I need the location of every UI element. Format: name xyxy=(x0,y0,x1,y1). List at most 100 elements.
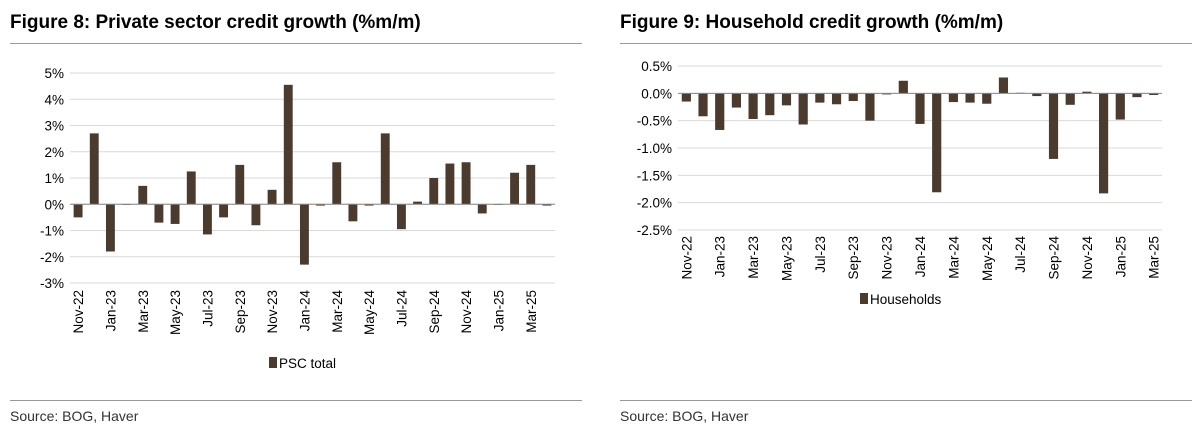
bar xyxy=(1048,93,1059,159)
source-note: Source: BOG, Haver xyxy=(620,408,749,424)
source-rule xyxy=(620,400,1192,401)
bar xyxy=(170,204,180,224)
bar xyxy=(1132,93,1142,98)
y-tick-label: 1% xyxy=(44,171,64,186)
bar xyxy=(698,93,708,117)
bar xyxy=(798,93,808,125)
bar xyxy=(765,93,775,116)
x-tick-label: Nov-23 xyxy=(265,290,280,334)
bar xyxy=(948,93,958,103)
y-tick-label: -3% xyxy=(40,276,64,291)
y-tick-label: -1.5% xyxy=(637,168,672,183)
bar xyxy=(932,93,942,193)
chart-title: Figure 8: Private sector credit growth (… xyxy=(10,12,421,33)
bar xyxy=(865,93,875,121)
x-tick-label: Jan-23 xyxy=(103,290,118,331)
x-tick-label: Jul-23 xyxy=(200,290,215,327)
bar xyxy=(982,93,992,104)
bar xyxy=(445,163,455,205)
title-rule xyxy=(620,43,1192,44)
x-tick-label: Nov-22 xyxy=(679,236,694,280)
bar xyxy=(781,93,792,106)
legend-label: PSC total xyxy=(279,356,336,371)
bar xyxy=(510,172,520,205)
y-tick-label: -1.0% xyxy=(637,141,672,156)
x-tick-label: Jan-23 xyxy=(713,236,728,277)
bar xyxy=(831,93,842,105)
x-tick-label: Jan-24 xyxy=(297,290,312,332)
y-tick-label: 5% xyxy=(44,66,64,81)
bar xyxy=(1098,93,1109,194)
bar xyxy=(299,204,309,265)
x-tick-label: Nov-23 xyxy=(880,236,895,280)
legend-swatch xyxy=(269,357,277,368)
psc-chart-svg: 5% 4% 3% 2% 1% 0% -1% -2% -3% Nov-22 Jan-23 Mar-23 M… xyxy=(40,66,555,371)
source-note: Source: BOG, Haver xyxy=(10,408,139,424)
legend-swatch xyxy=(860,293,868,304)
title-rule xyxy=(10,43,582,44)
y-tick-label: 0.0% xyxy=(641,86,672,101)
x-tick-label: Sep-23 xyxy=(233,290,248,334)
y-tick-label: -0.5% xyxy=(637,114,672,129)
bar xyxy=(715,93,725,130)
bar xyxy=(915,93,925,124)
bar xyxy=(219,204,229,218)
bar xyxy=(89,133,99,205)
bar xyxy=(1115,93,1125,120)
bar xyxy=(105,204,115,252)
x-tick-label: Mar-25 xyxy=(1147,236,1162,279)
chart-title: Figure 9: Household credit growth (%m/m) xyxy=(620,12,1004,33)
x-tick-label: Jan-25 xyxy=(491,290,506,331)
x-tick-label: Jan-25 xyxy=(1113,236,1128,277)
x-tick-label: Jan-24 xyxy=(913,236,928,278)
chart-panel-psc: Figure 8: Private sector credit growth (… xyxy=(10,0,590,433)
bar xyxy=(396,204,406,230)
bar xyxy=(748,93,758,120)
y-tick-label: -2.5% xyxy=(637,223,672,238)
x-tick-label: Mar-25 xyxy=(524,290,539,333)
x-tick-label: Sep-24 xyxy=(1047,236,1062,280)
bar xyxy=(1149,93,1159,95)
bar xyxy=(998,77,1009,94)
x-tick-label: May-24 xyxy=(980,236,995,282)
x-tick-label: Jul-24 xyxy=(394,290,409,327)
bar xyxy=(186,171,196,205)
bar xyxy=(1032,93,1042,97)
bar xyxy=(267,189,277,205)
bar xyxy=(73,204,83,218)
x-tick-label: Sep-23 xyxy=(846,236,861,280)
x-tick-label: Mar-24 xyxy=(330,290,345,333)
x-tick-label: May-23 xyxy=(168,290,183,335)
household-chart-svg: 0.5% 0.0% -0.5% -1.0% -1.5% -2.0% -2.5% Nov-22 J… xyxy=(637,59,1162,307)
y-tick-label: -1% xyxy=(40,224,64,239)
x-tick-label: Jul-23 xyxy=(813,236,828,273)
x-tick-label: Nov-24 xyxy=(1080,236,1095,280)
x-tick-label: Sep-24 xyxy=(427,290,442,334)
bar xyxy=(898,80,908,94)
chart-panel-households: Figure 9: Household credit growth (%m/m)… xyxy=(620,0,1200,433)
y-tick-label: -2% xyxy=(40,250,64,265)
bar xyxy=(477,204,487,214)
bar xyxy=(542,204,552,206)
bar xyxy=(1065,93,1075,105)
y-tick-label: 3% xyxy=(44,119,64,134)
bar xyxy=(348,204,358,222)
bar xyxy=(815,93,825,103)
y-tick-label: -2.0% xyxy=(637,196,672,211)
bar xyxy=(526,164,536,205)
x-tick-label: Jul-24 xyxy=(1013,236,1028,273)
bar xyxy=(154,204,164,223)
bar xyxy=(235,164,245,205)
bar xyxy=(251,204,261,226)
bar xyxy=(138,185,148,205)
x-tick-label: May-24 xyxy=(362,290,377,336)
bar xyxy=(1082,91,1092,94)
y-tick-label: 4% xyxy=(44,92,64,107)
legend-label: Households xyxy=(870,292,942,307)
bar xyxy=(965,93,975,103)
bar xyxy=(316,204,326,206)
x-tick-label: Nov-22 xyxy=(71,290,86,334)
bar xyxy=(848,93,858,101)
y-tick-label: 0% xyxy=(44,197,64,212)
bar xyxy=(882,93,892,95)
